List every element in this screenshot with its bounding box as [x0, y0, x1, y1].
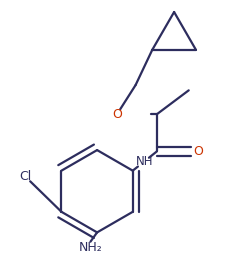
Text: NH: NH	[136, 155, 153, 168]
Text: O: O	[193, 145, 203, 158]
Text: NH₂: NH₂	[79, 240, 102, 254]
Text: Cl: Cl	[19, 170, 31, 183]
Text: O: O	[112, 108, 122, 121]
